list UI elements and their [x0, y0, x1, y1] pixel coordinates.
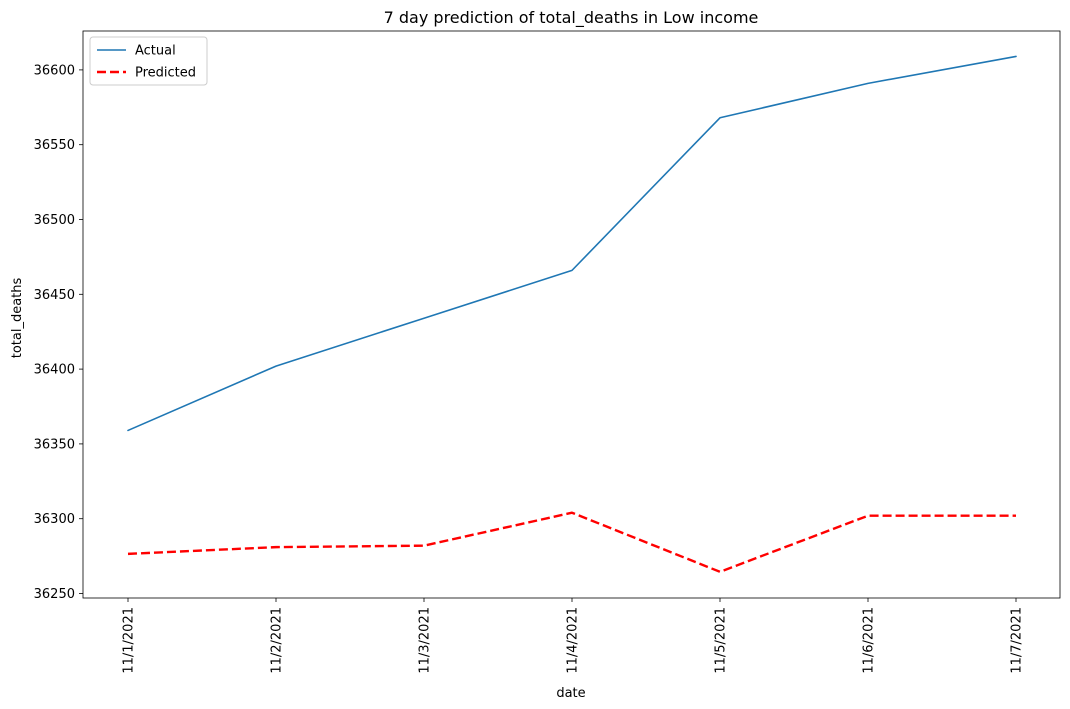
y-axis: 36250 36300 36350 36400 36450 36500 36550 36600	[34, 63, 83, 602]
chart-title: 7 day prediction of total_deaths in Low …	[384, 8, 759, 28]
y-tick-label: 36550	[34, 138, 75, 153]
x-tick-label: 11/6/2021	[862, 607, 877, 674]
x-axis-label: date	[556, 686, 585, 701]
x-tick-label: 11/1/2021	[122, 607, 137, 674]
x-axis: 11/1/2021 11/2/2021 11/3/2021 11/4/2021 11/5…	[122, 598, 1025, 674]
legend-label-actual: Actual	[135, 44, 176, 59]
y-tick-label: 36450	[34, 288, 75, 303]
y-axis-label: total_deaths	[10, 278, 25, 359]
series-line-predicted	[127, 511, 1016, 574]
plot-frame	[82, 30, 1061, 599]
legend: Actual Predicted	[89, 36, 208, 86]
y-tick-label: 36500	[34, 213, 75, 228]
y-tick-label: 36250	[34, 587, 75, 602]
y-tick-label: 36600	[34, 63, 75, 78]
x-tick-label: 11/7/2021	[1010, 607, 1025, 674]
series-line-actual	[127, 55, 1017, 432]
plot-area	[82, 30, 1061, 599]
y-tick-label: 36300	[34, 512, 75, 527]
x-tick-label: 11/4/2021	[566, 607, 581, 674]
x-tick-label: 11/3/2021	[418, 607, 433, 674]
x-tick-label: 11/2/2021	[270, 607, 285, 674]
y-tick-label: 36400	[34, 363, 75, 378]
legend-box	[89, 36, 208, 86]
series-group	[127, 55, 1017, 574]
y-tick-label: 36350	[34, 437, 75, 452]
x-tick-label: 11/5/2021	[714, 607, 729, 674]
legend-label-predicted: Predicted	[135, 66, 196, 81]
